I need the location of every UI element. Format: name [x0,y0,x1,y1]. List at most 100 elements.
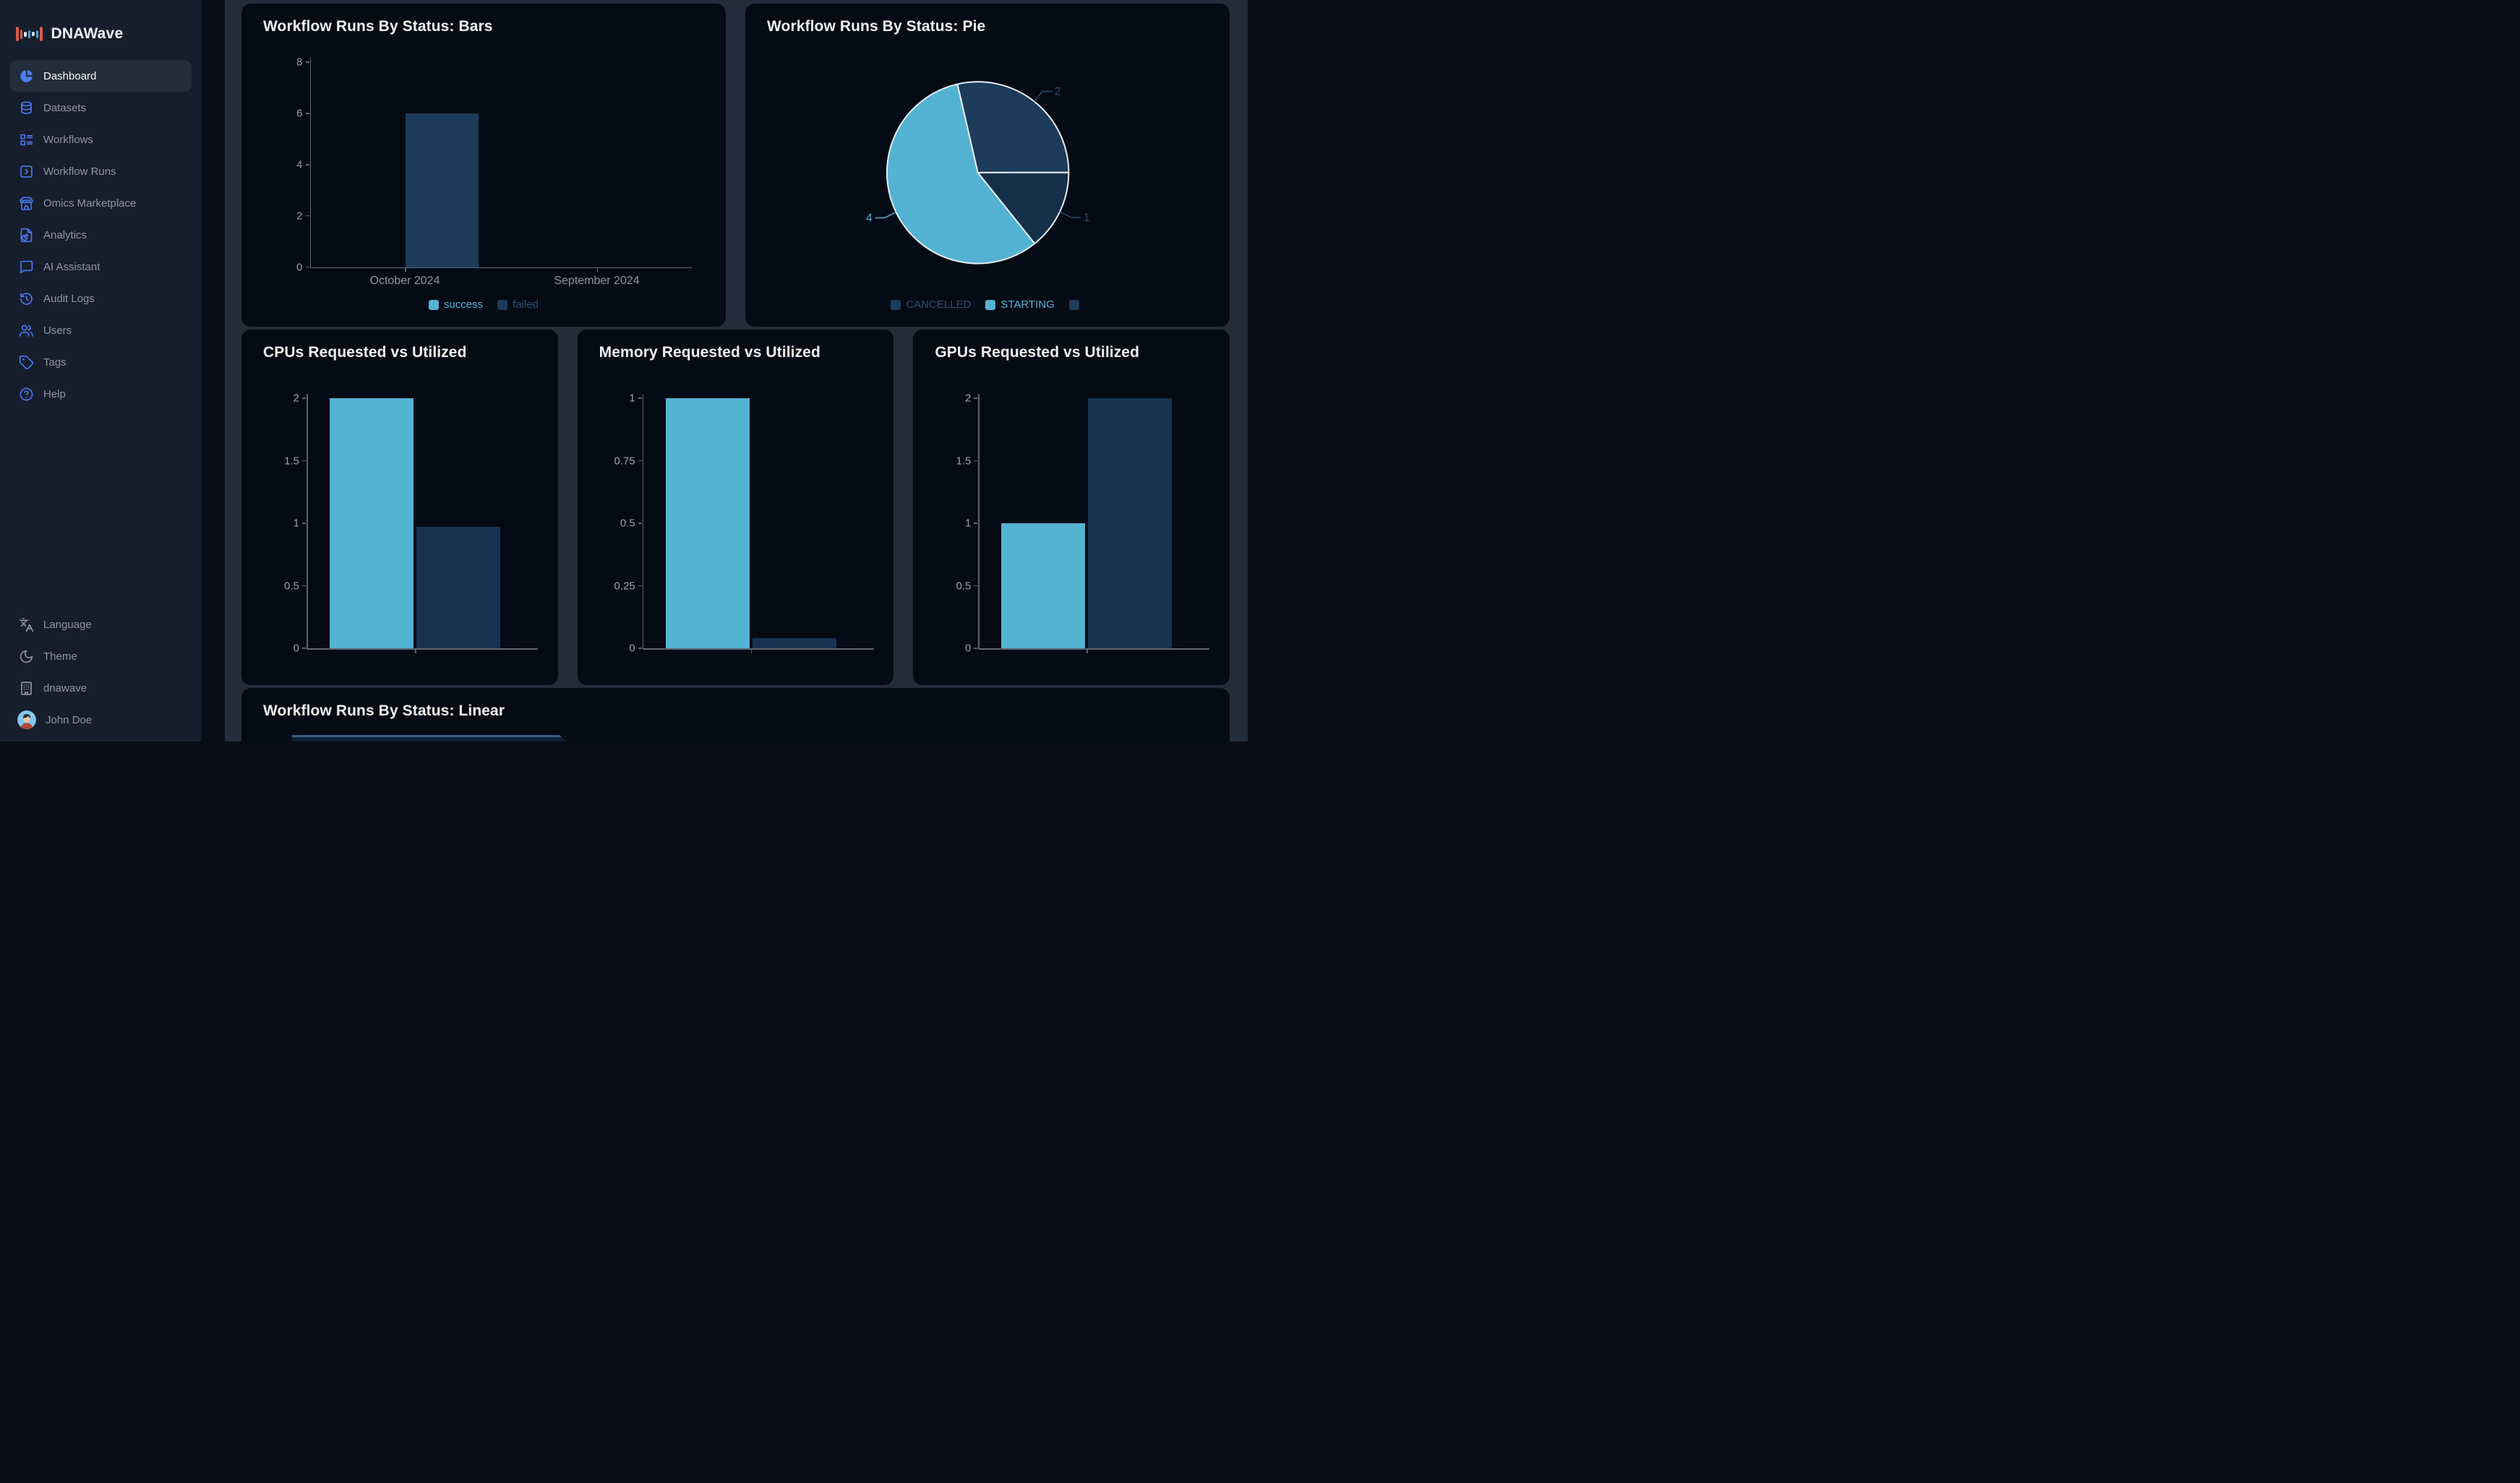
sidebar-item-label: Datasets [43,101,87,114]
bar-utilized [752,638,836,648]
y-tick-mark [638,648,642,649]
legend-label: failed [513,298,539,311]
y-tick-label: 2 [296,210,303,223]
sidebar-item-workflows[interactable]: Workflows [10,124,192,155]
x-axis-line [307,648,538,650]
charts-row-1: Workflow Runs By Status: Bars 0 2 4 6 8 Octob… [241,4,1230,327]
legend-item-failed[interactable]: failed [497,298,539,311]
pie-slice-item [977,171,1070,244]
bars-chart: 0 2 4 6 8 October 2024 September 2024 success fa… [241,4,726,327]
y-tick-mark [305,266,309,268]
charts-row-3: Workflow Runs By Status: Linear [241,688,1230,742]
chart-legend: CANCELLED STARTING [745,298,1230,311]
pie-slice-starting [886,83,1036,265]
sidebar-footer-language[interactable]: Language [10,609,192,640]
legend-swatch [891,299,901,310]
y-tick-label: 0.5 [956,580,972,592]
x-tick-mark [415,649,416,653]
bar-requested [330,398,413,648]
square-chevron-right-icon [19,164,34,179]
sidebar-item-dashboard[interactable]: Dashboard [10,60,192,92]
y-tick-label: 0 [965,642,972,655]
sidebar-footer-label: Theme [43,650,77,663]
help-circle-icon [19,387,34,402]
y-tick-label: 1 [629,392,635,405]
sidebar-item-workflow-runs[interactable]: Workflow Runs [10,155,192,187]
y-tick-mark [305,113,309,114]
sidebar-item-tags[interactable]: Tags [10,346,192,378]
legend-item-item[interactable] [1068,299,1084,310]
dashboard-panel: Workflow Runs By Status: Bars 0 2 4 6 8 Octob… [225,0,1248,742]
pie-slice-value: 1 [1084,212,1090,224]
legend-item-cancelled[interactable]: CANCELLED [891,298,971,311]
chart-legend: success failed [241,298,726,311]
sidebar-item-label: Dashboard [43,69,97,82]
legend-swatch [428,299,439,310]
legend-swatch [985,299,996,310]
sidebar-item-users[interactable]: Users [10,314,192,346]
history-icon [19,291,34,306]
card-memory: Memory Requested vs Utilized 0 0.25 0.5 0.7… [577,330,894,685]
sidebar-item-ai-assistant[interactable]: AI Assistant [10,251,192,283]
y-tick-mark [305,215,309,217]
sidebar-footer-theme[interactable]: Theme [10,640,192,672]
card-title: Memory Requested vs Utilized [599,344,820,361]
card-status-linear: Workflow Runs By Status: Linear [241,688,1230,742]
y-tick-mark [302,648,306,649]
legend-item-starting[interactable]: STARTING [985,298,1055,311]
pie-label-line [1059,211,1081,218]
sidebar-item-help[interactable]: Help [10,378,192,410]
x-axis-label: October 2024 [369,274,440,287]
sidebar-item-label: Users [43,324,72,337]
chart-pie-icon [19,69,34,84]
y-tick-mark [974,523,978,524]
y-tick-label: 1 [965,517,972,530]
y-tick-mark [974,648,978,649]
y-tick-label: 6 [296,107,303,120]
sidebar-item-audit-logs[interactable]: Audit Logs [10,283,192,314]
sidebar-item-analytics[interactable]: Analytics [10,219,192,251]
sidebar-item-label: Tags [43,356,67,369]
bar-utilized [416,527,500,648]
sidebar-footer-john-doe[interactable]: John Doe [10,704,192,736]
y-tick-label: 0.75 [614,455,635,467]
y-tick-label: 0.5 [620,517,635,530]
y-tick-mark [638,585,642,587]
languages-icon [19,617,34,632]
sidebar-footer-dnawave[interactable]: dnawave [10,672,192,704]
legend-item-success[interactable]: success [428,298,484,311]
logo-text: DNAWave [51,25,124,42]
sidebar-item-datasets[interactable]: Datasets [10,92,192,124]
y-tick-mark [974,460,978,462]
tag-icon [19,355,34,370]
sidebar-footer-label: Language [43,618,92,631]
database-icon [19,100,34,116]
y-axis-line [309,58,311,267]
card-cpus: CPUs Requested vs Utilized 0 0.5 1 1.5 2 [241,330,558,685]
card-status-pie: Workflow Runs By Status: Pie 2 1 4 CANCELLE… [745,4,1230,327]
card-status-bars: Workflow Runs By Status: Bars 0 2 4 6 8 Octob… [241,4,726,327]
x-tick-mark [405,268,406,272]
y-tick-label: 1 [293,517,299,530]
moon-icon [19,649,34,664]
bar-requested [1001,523,1086,648]
layout-list-icon [19,132,34,147]
x-tick-mark [596,268,598,272]
bar-failed [406,113,479,267]
linear-chart-area [292,735,596,742]
x-axis-line [978,648,1210,650]
y-tick-label: 2 [965,392,972,405]
y-tick-mark [974,397,978,399]
legend-swatch [497,299,508,310]
legend-label: success [443,298,484,311]
card-title: Workflow Runs By Status: Bars [263,18,493,35]
card-title: Workflow Runs By Status: Linear [263,702,505,719]
sidebar-nav: Dashboard Datasets Workflows Workflow Runs O… [0,60,202,410]
sidebar-item-omics-marketplace[interactable]: Omics Marketplace [10,187,192,219]
sidebar-item-label: Audit Logs [43,292,95,305]
y-axis-line [307,394,308,648]
card-title: CPUs Requested vs Utilized [263,344,467,361]
y-tick-mark [638,523,642,524]
sidebar-footer-label: John Doe [46,713,93,726]
sidebar-item-label: Help [43,387,66,400]
